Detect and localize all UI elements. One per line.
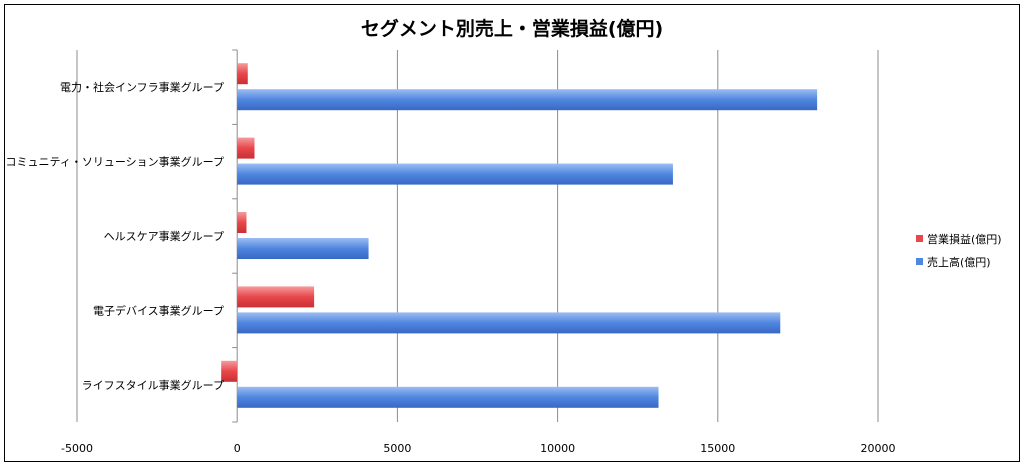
x-tick-label: 15000 — [700, 442, 735, 455]
operating-profit-bar — [221, 360, 238, 382]
x-tick-label: 5000 — [383, 442, 411, 455]
x-tick-label: 0 — [234, 442, 241, 455]
category-label: 電子デバイス事業グループ — [93, 303, 224, 317]
sales-bar — [237, 163, 673, 185]
sales-bar — [237, 89, 818, 111]
chart-title: セグメント別売上・営業損益(億円) — [360, 18, 664, 40]
operating-profit-bar — [237, 286, 315, 308]
x-tick-label: 20000 — [861, 442, 896, 455]
legend-swatch-operating-profit — [916, 235, 923, 242]
operating-profit-bar — [237, 137, 255, 159]
x-tick-label: 10000 — [540, 442, 575, 455]
category-label: 電力・社会インフラ事業グループ — [60, 80, 224, 94]
legend-label-sales: 売上高(億円) — [927, 255, 991, 269]
chart-frame — [4, 4, 1020, 462]
category-label: ライフスタイル事業グループ — [82, 378, 224, 392]
category-label: コミュニティ・ソリューション事業グループ — [6, 155, 224, 169]
x-tick-label: -5000 — [61, 442, 93, 455]
operating-profit-bar — [237, 63, 248, 85]
sales-bar — [237, 238, 369, 259]
sales-bar — [237, 312, 781, 334]
operating-profit-bar — [237, 212, 247, 233]
legend-label-operating-profit: 営業損益(億円) — [927, 232, 1002, 246]
sales-bar — [237, 386, 659, 408]
category-label: ヘルスケア事業グループ — [104, 229, 224, 243]
legend-swatch-sales — [916, 258, 923, 265]
